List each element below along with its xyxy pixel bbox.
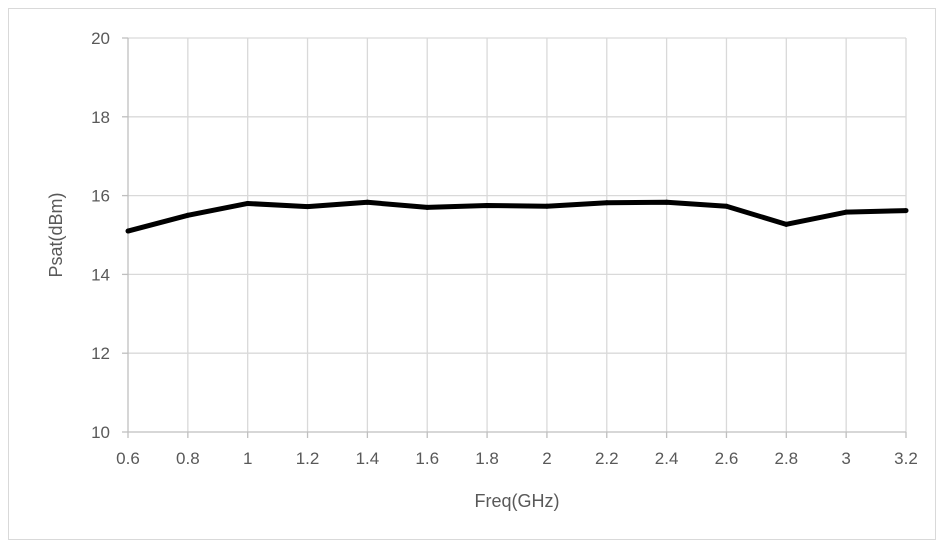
data-point — [185, 212, 191, 218]
data-point — [664, 199, 670, 205]
data-point — [364, 199, 370, 205]
data-point — [544, 203, 550, 209]
x-tick-label: 0.6 — [116, 449, 140, 468]
x-tick-label: 1.2 — [296, 449, 320, 468]
data-point — [125, 228, 131, 234]
x-tick-label: 1.6 — [415, 449, 439, 468]
series-line — [127, 199, 907, 234]
x-tick-label: 3 — [841, 449, 850, 468]
data-point — [903, 208, 909, 214]
y-axis-title: Psat(dBm) — [46, 192, 66, 277]
y-tick-labels: 10 12 14 16 18 20 — [91, 29, 110, 442]
x-axis-title: Freq(GHz) — [475, 491, 560, 511]
x-tick-labels: 0.6 0.8 1 1.2 1.4 1.6 1.8 2 2.2 2.4 2.6 2.8 3 3.2 — [116, 449, 918, 468]
x-tick-label: 3.2 — [894, 449, 918, 468]
y-tick-label: 16 — [91, 187, 110, 206]
data-point — [843, 209, 849, 215]
x-tick-label: 0.8 — [176, 449, 200, 468]
gridlines — [128, 37, 907, 432]
series-psat — [125, 199, 909, 234]
x-tick-label: 2.4 — [655, 449, 679, 468]
data-point — [245, 200, 251, 206]
x-tick-label: 1.4 — [356, 449, 380, 468]
x-tick-label: 2.2 — [595, 449, 619, 468]
x-tick-label: 2.8 — [774, 449, 798, 468]
data-point — [305, 204, 311, 210]
y-tick-label: 14 — [91, 265, 110, 284]
y-tick-label: 20 — [91, 29, 110, 48]
x-tick-label: 2 — [542, 449, 551, 468]
y-tick-label: 10 — [91, 423, 110, 442]
data-point — [484, 202, 490, 208]
y-tick-label: 18 — [91, 108, 110, 127]
x-tick-label: 1 — [243, 449, 252, 468]
data-point — [783, 221, 789, 227]
data-point — [723, 203, 729, 209]
x-tick-label: 2.6 — [715, 449, 739, 468]
y-tick-label: 12 — [91, 344, 110, 363]
data-point — [424, 204, 430, 210]
axes — [122, 37, 907, 438]
data-point — [604, 200, 610, 206]
x-tick-label: 1.8 — [475, 449, 499, 468]
